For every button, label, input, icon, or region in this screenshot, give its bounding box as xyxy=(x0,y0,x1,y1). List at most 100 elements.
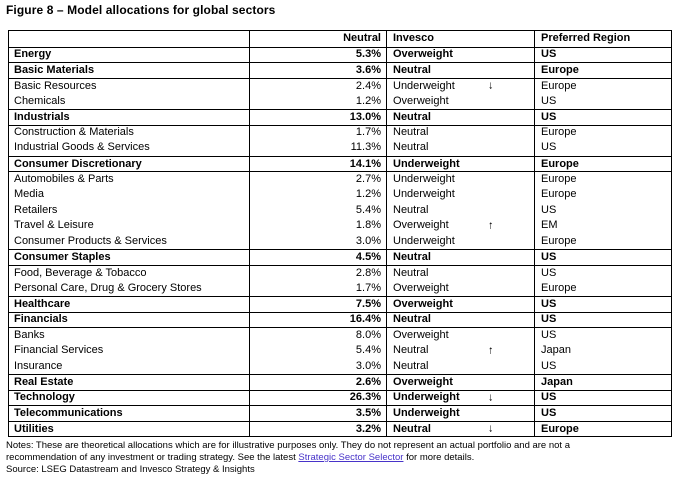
invesco-cell: Neutral xyxy=(386,312,534,328)
source-line: Source: LSEG Datastream and Invesco Stra… xyxy=(6,464,255,475)
neutral-cell: 8.0% xyxy=(249,328,386,343)
region-cell: Japan xyxy=(534,375,671,390)
table-row: Financial Services 5.4% Neutral ↑ Japan xyxy=(9,342,671,359)
invesco-label: Underweight xyxy=(393,235,455,248)
table-row: Healthcare 7.5% Overweight US xyxy=(9,296,671,312)
neutral-cell: 2.7% xyxy=(249,172,386,187)
region-cell: US xyxy=(534,406,671,421)
trend-arrow-icon: ↓ xyxy=(488,79,494,92)
region-cell: Europe xyxy=(534,233,671,250)
sector-cell: Consumer Discretionary xyxy=(14,157,142,170)
neutral-cell: 13.0% xyxy=(249,109,386,125)
neutral-cell: 1.7% xyxy=(249,280,386,297)
strategic-sector-selector-link[interactable]: Strategic Sector Selector xyxy=(298,452,404,463)
invesco-cell: Overweight xyxy=(386,328,534,343)
invesco-label: Overweight xyxy=(393,297,453,310)
trend-arrow-icon: ↓ xyxy=(488,422,494,435)
region-cell: US xyxy=(534,140,671,156)
neutral-cell: 1.8% xyxy=(249,218,386,234)
sector-cell: Insurance xyxy=(14,359,63,372)
region-cell: US xyxy=(534,250,671,265)
region-cell: US xyxy=(534,202,671,219)
region-cell: Europe xyxy=(534,280,671,297)
invesco-label: Underweight xyxy=(393,79,455,92)
region-cell: US xyxy=(534,328,671,343)
region-cell: Europe xyxy=(534,421,671,437)
region-cell: Europe xyxy=(534,156,671,172)
notes-line-2: recommendation of any investment or trad… xyxy=(6,452,678,464)
sector-cell: Retailers xyxy=(14,203,58,216)
invesco-label: Overweight xyxy=(393,375,453,388)
neutral-cell: 3.0% xyxy=(249,233,386,250)
header-neutral: Neutral xyxy=(249,31,386,47)
table-header-row: Neutral Invesco Preferred Region xyxy=(9,31,671,47)
header-preferred-region: Preferred Region xyxy=(534,31,671,47)
trend-arrow-icon: ↑ xyxy=(488,344,494,357)
neutral-cell: 1.2% xyxy=(249,93,386,109)
region-cell: EM xyxy=(534,218,671,234)
table-row: Consumer Products & Services 3.0% Underw… xyxy=(9,233,671,250)
sector-cell: Personal Care, Drug & Grocery Stores xyxy=(14,281,202,294)
invesco-cell: Neutral xyxy=(386,265,534,281)
neutral-cell: 5.4% xyxy=(249,342,386,359)
invesco-label: Neutral xyxy=(393,141,429,154)
invesco-label: Underweight xyxy=(393,407,460,420)
invesco-cell: Underweight xyxy=(386,406,534,421)
table-row: Consumer Staples 4.5% Neutral US xyxy=(9,249,671,265)
sector-cell: Industrials xyxy=(14,110,70,123)
region-cell: US xyxy=(534,312,671,328)
invesco-cell: Overweight xyxy=(386,47,534,63)
neutral-cell: 16.4% xyxy=(249,312,386,328)
table-row: Basic Resources 2.4% Underweight ↓ Europ… xyxy=(9,77,671,94)
region-cell: US xyxy=(534,265,671,281)
invesco-cell: Neutral xyxy=(386,202,534,219)
invesco-label: Underweight xyxy=(393,173,455,186)
invesco-cell: Neutral xyxy=(386,125,534,141)
table-row: Financials 16.4% Neutral US xyxy=(9,311,671,328)
table-row: Telecommunications 3.5% Underweight US xyxy=(9,405,671,421)
invesco-cell: Neutral ↑ xyxy=(386,342,534,359)
neutral-cell: 2.8% xyxy=(249,265,386,281)
table-row: Industrials 13.0% Neutral US xyxy=(9,108,671,125)
table-row: Automobiles & Parts 2.7% Underweight Eur… xyxy=(9,171,671,187)
sector-cell: Media xyxy=(14,188,44,201)
region-cell: Japan xyxy=(534,342,671,359)
table-row: Insurance 3.0% Neutral US xyxy=(9,358,671,375)
table-row: Basic Materials 3.6% Neutral Europe xyxy=(9,62,671,78)
table-body: Energy 5.3% Overweight US Basic Material… xyxy=(9,46,671,437)
neutral-cell: 2.4% xyxy=(249,78,386,94)
region-cell: US xyxy=(534,297,671,312)
invesco-cell: Neutral xyxy=(386,250,534,265)
invesco-label: Overweight xyxy=(393,94,449,107)
sector-cell: Energy xyxy=(14,48,52,61)
invesco-label: Underweight xyxy=(393,391,460,404)
invesco-label: Underweight xyxy=(393,188,455,201)
trend-arrow-icon: ↑ xyxy=(488,219,494,232)
sector-cell: Basic Materials xyxy=(14,63,95,76)
region-cell: US xyxy=(534,109,671,125)
header-sector xyxy=(9,31,249,47)
sector-cell: Automobiles & Parts xyxy=(14,173,114,186)
invesco-cell: Overweight xyxy=(386,375,534,390)
invesco-cell: Underweight ↓ xyxy=(386,390,534,406)
invesco-cell: Overweight xyxy=(386,280,534,297)
invesco-cell: Underweight xyxy=(386,186,534,203)
model-allocations-table: Neutral Invesco Preferred Region Energy … xyxy=(8,30,672,438)
invesco-label: Neutral xyxy=(393,63,431,76)
invesco-label: Neutral xyxy=(393,344,429,357)
table-row: Media 1.2% Underweight Europe xyxy=(9,186,671,203)
invesco-label: Neutral xyxy=(393,203,429,216)
invesco-cell: Neutral xyxy=(386,358,534,375)
table-row: Banks 8.0% Overweight US xyxy=(9,327,671,343)
trend-arrow-icon: ↓ xyxy=(488,391,494,404)
neutral-cell: 3.5% xyxy=(249,406,386,421)
invesco-cell: Underweight xyxy=(386,156,534,172)
neutral-cell: 1.7% xyxy=(249,125,386,141)
invesco-cell: Neutral xyxy=(386,140,534,156)
sector-cell: Healthcare xyxy=(14,297,71,310)
invesco-label: Overweight xyxy=(393,329,449,342)
table-row: Personal Care, Drug & Grocery Stores 1.7… xyxy=(9,280,671,297)
invesco-label: Neutral xyxy=(393,359,429,372)
neutral-cell: 26.3% xyxy=(249,390,386,406)
